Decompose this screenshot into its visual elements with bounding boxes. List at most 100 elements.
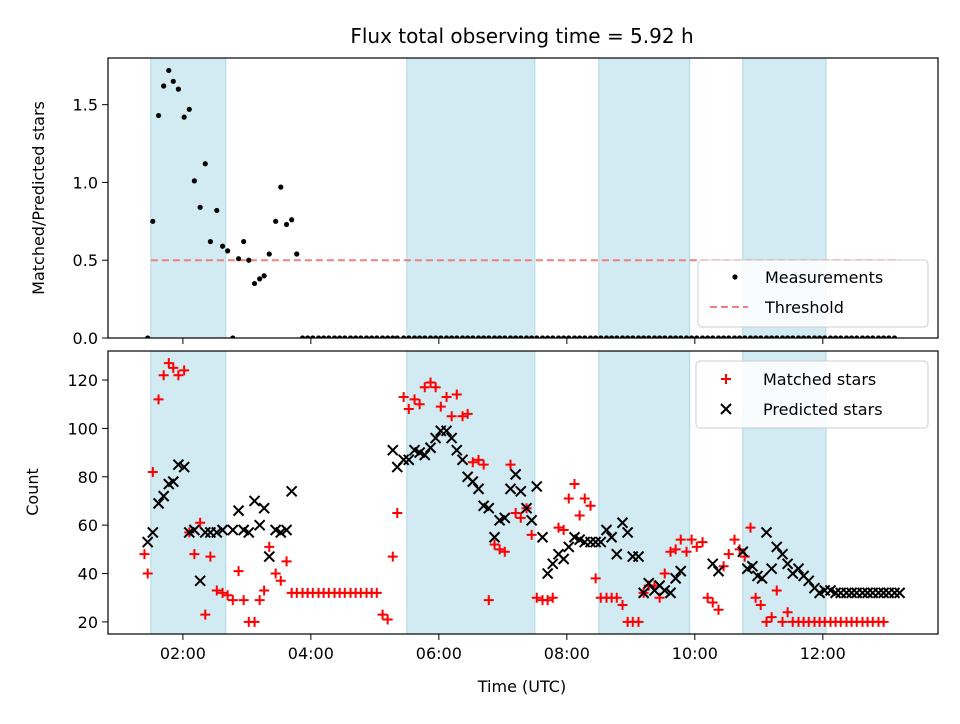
shaded-interval-0 (150, 351, 227, 634)
matched-point (670, 544, 681, 555)
legend-measurements-label: Measurements (765, 268, 883, 287)
predicted-point (712, 565, 725, 577)
predicted-point (737, 546, 749, 558)
y-tick-label: 20 (78, 613, 98, 632)
measurement-point (849, 335, 855, 338)
measurement-point (518, 335, 524, 338)
predicted-point (467, 475, 479, 488)
predicted-point (707, 558, 719, 570)
measurement-point (891, 335, 898, 338)
predicted-point (637, 587, 650, 599)
measurement-point (747, 335, 754, 338)
measurement-point (635, 335, 642, 338)
matched-point (505, 459, 516, 470)
matched-point (729, 534, 740, 545)
legend-matched-marker (721, 374, 731, 384)
predicted-point (760, 526, 773, 539)
measurement-point (593, 335, 599, 338)
measurement-point (261, 273, 267, 279)
y-ticks-bottom: 20 40 60 80 100 120 (67, 371, 108, 632)
legend-predicted-label: Predicted stars (763, 400, 883, 419)
legend-measurements-marker (732, 274, 738, 280)
measurement-point (561, 335, 567, 338)
predicted-point (248, 495, 261, 507)
matched-point (574, 510, 585, 521)
y-tick-label: 1.0 (73, 173, 98, 192)
predicted-point (141, 536, 154, 548)
legend-predicted-marker (720, 403, 732, 415)
measurement-point (513, 335, 519, 338)
shaded-intervals (150, 351, 827, 634)
measurement-point (433, 335, 439, 338)
predicted-point (605, 531, 618, 543)
measurement-point (710, 335, 716, 338)
measurement-point (470, 335, 476, 338)
matched-point (142, 568, 153, 579)
measurement-point (737, 335, 743, 338)
x-ticks-top (182, 338, 824, 344)
matched-point (553, 522, 564, 533)
matched-point (430, 382, 441, 393)
measurement-point (523, 335, 530, 338)
chart-title: Flux total observing time = 5.92 h (350, 24, 693, 48)
measurement-point (401, 335, 407, 338)
x-tick-label: 12:00 (800, 644, 846, 663)
measurement-point (394, 335, 400, 338)
measurement-point (609, 335, 615, 338)
matched-point (665, 546, 676, 557)
matched-point (392, 508, 403, 519)
predicted-point (499, 512, 511, 524)
matched-point (238, 595, 249, 606)
matched-point (611, 592, 622, 603)
measurement-point (577, 335, 583, 338)
predicted-point (675, 565, 687, 577)
matched-point (782, 607, 793, 618)
predicted-point (451, 444, 463, 456)
measurement-point (731, 335, 738, 338)
shaded-interval-2 (598, 58, 691, 338)
matched-point (222, 590, 233, 601)
measurement-point (230, 335, 236, 338)
predicted-point (669, 572, 682, 585)
measurement-point (214, 207, 220, 214)
measurement-point (822, 335, 828, 338)
matched-point (435, 401, 446, 412)
plot-frame-bottom (107, 350, 939, 635)
legend-threshold-label: Threshold (764, 298, 844, 317)
predicted-point (520, 502, 533, 514)
measurement-point (207, 238, 213, 245)
matched-point (254, 595, 265, 606)
predicted-point (152, 497, 165, 510)
predicted-point (611, 548, 623, 560)
predicted-point (397, 454, 410, 466)
measurement-point (406, 335, 412, 338)
predicted-point (440, 425, 453, 437)
measurement-point (379, 335, 386, 338)
matched-point (542, 595, 553, 606)
matched-point (515, 512, 526, 523)
measurement-point (753, 335, 759, 338)
predicted-point (861, 587, 874, 599)
x-tick-label: 04:00 (288, 644, 334, 663)
predicted-point (557, 553, 570, 565)
predicted-point (243, 526, 255, 539)
measurement-point (246, 257, 252, 263)
count-points (139, 358, 906, 627)
matched-point (168, 362, 179, 373)
measurement-point (321, 335, 327, 338)
matched-point (281, 556, 292, 567)
matched-point (483, 595, 494, 606)
predicted-point (877, 587, 890, 599)
matched-point (585, 500, 596, 511)
measurement-point (342, 335, 348, 338)
predicted-point (258, 502, 270, 514)
matched-point (777, 616, 788, 627)
measurement-point (347, 335, 354, 338)
matched-point (563, 493, 574, 504)
matched-point (531, 592, 542, 603)
measurement-point (545, 335, 551, 338)
measurement-point (646, 335, 652, 338)
predicted-point (157, 490, 170, 502)
measurement-point (678, 335, 684, 338)
